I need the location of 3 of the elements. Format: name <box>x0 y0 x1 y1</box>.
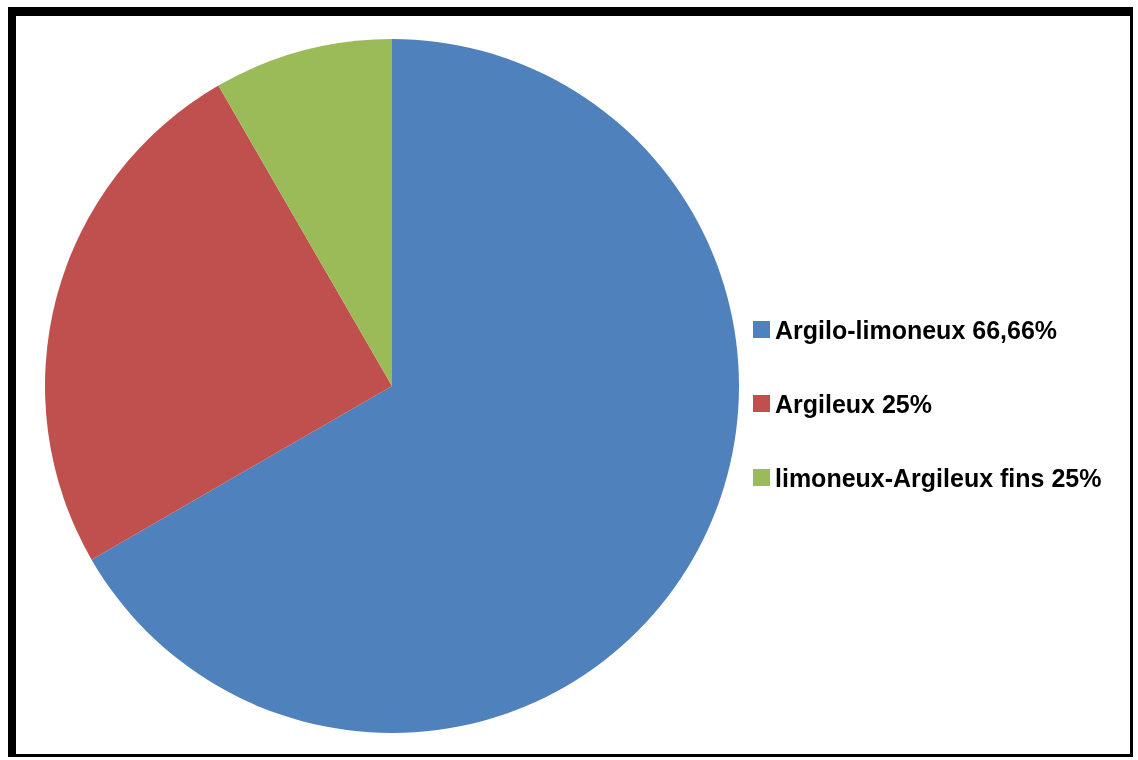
legend-label: Argilo-limoneux 66,66% <box>775 315 1058 344</box>
legend-label: Argileux 25% <box>775 389 933 418</box>
legend-label: limoneux-Argileux fins 25% <box>775 463 1102 492</box>
